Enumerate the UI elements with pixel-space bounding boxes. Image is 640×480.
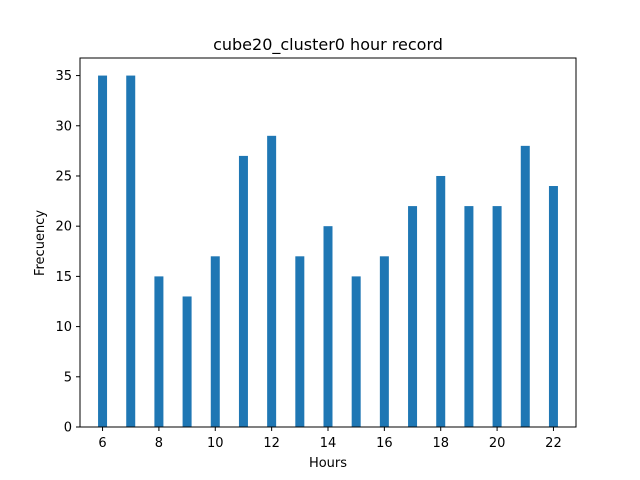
bar-hour-22	[548, 186, 558, 427]
plot-frame	[79, 57, 577, 428]
bar-hour-10	[210, 256, 220, 427]
x-tick-label: 16	[376, 436, 393, 451]
bar-hour-15	[351, 276, 361, 427]
bar-hour-6	[98, 75, 108, 427]
chart-title: cube20_cluster0 hour record	[213, 35, 443, 55]
x-tick-label: 14	[320, 436, 337, 451]
y-tick-label: 20	[55, 220, 72, 235]
bar-hour-12	[267, 135, 277, 427]
bar-hour-7	[126, 75, 136, 427]
y-tick-label: 15	[55, 270, 72, 285]
bar-hour-9	[182, 296, 192, 427]
y-tick-label: 10	[55, 320, 72, 335]
x-tick-label: 18	[432, 436, 449, 451]
bar-hour-21	[520, 145, 530, 428]
bar-hour-8	[154, 276, 164, 427]
y-tick-label: 25	[55, 169, 72, 184]
y-axis-ticks: 0 5 10 15 20 25 30 35	[55, 69, 80, 436]
x-tick-label: 6	[98, 436, 106, 451]
y-axis-label: Frecuency	[33, 210, 48, 276]
x-tick-label: 22	[545, 436, 562, 451]
bar-hour-16	[379, 256, 389, 427]
bars	[98, 75, 558, 428]
bar-hour-17	[408, 206, 418, 427]
x-axis-ticks: 6 8 10 12 14 16 18 20 22	[98, 427, 562, 451]
bar-hour-18	[436, 175, 446, 427]
x-tick-label: 12	[263, 436, 280, 451]
y-tick-label: 35	[55, 69, 72, 84]
x-tick-label: 8	[155, 436, 163, 451]
bar-hour-11	[238, 155, 248, 427]
bar-hour-13	[295, 256, 305, 427]
x-axis-label: Hours	[309, 456, 347, 471]
y-tick-label: 30	[55, 119, 72, 134]
bar-hour-20	[492, 206, 502, 427]
bar-hour-19	[464, 206, 474, 427]
y-tick-label: 0	[64, 421, 72, 436]
x-tick-label: 20	[489, 436, 506, 451]
x-tick-label: 10	[207, 436, 224, 451]
y-tick-label: 5	[64, 370, 72, 385]
bar-hour-14	[323, 226, 333, 427]
